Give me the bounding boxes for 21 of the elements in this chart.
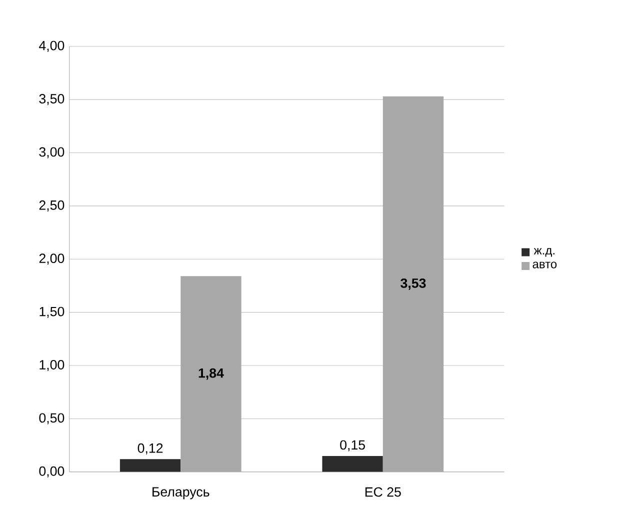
bar	[120, 459, 181, 472]
data-label: 0,12	[138, 443, 163, 454]
y-tick-label: 2,50	[39, 200, 64, 212]
x-tick-label: ЕС 25	[365, 487, 401, 497]
bar	[382, 96, 444, 472]
y-tick-label: 0,00	[39, 466, 64, 478]
legend-label: авто	[532, 262, 557, 268]
x-tick-label: Беларусь	[152, 487, 210, 500]
y-tick-label: 4,00	[39, 40, 64, 52]
bar	[180, 276, 242, 472]
y-tick-label: 3,50	[39, 94, 64, 105]
data-label: 0,15	[340, 440, 365, 452]
y-tick-label: 2,00	[39, 254, 64, 265]
y-tick-label: 3,00	[39, 147, 64, 158]
data-label: 1,84	[198, 368, 224, 380]
y-tick-label: 1,50	[40, 306, 64, 318]
bar	[322, 456, 383, 472]
y-tick-label: 0,50	[39, 413, 64, 424]
data-label: 3,53	[400, 278, 426, 290]
y-tick-label: 1,00	[40, 360, 64, 371]
legend-label: ж.д.	[534, 248, 554, 257]
